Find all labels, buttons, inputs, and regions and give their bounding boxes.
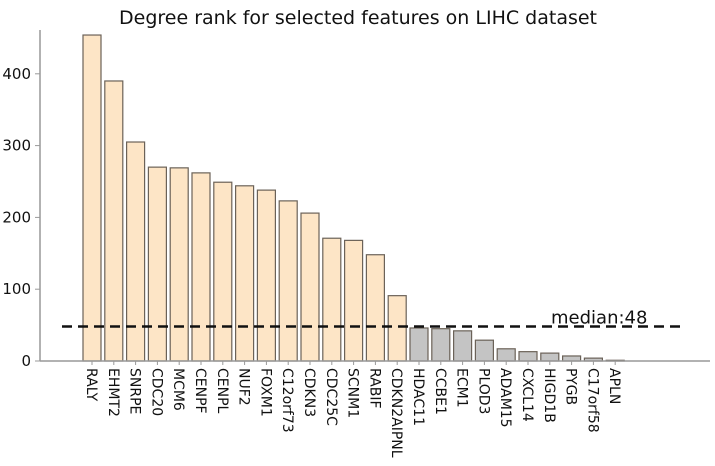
x-tick-label: CENPF xyxy=(192,368,208,414)
bar-HIGD1B xyxy=(540,352,560,362)
bar-CDC20 xyxy=(147,166,167,362)
bar-CDKN2AIPNL xyxy=(387,295,407,362)
bar-HDAC11 xyxy=(409,327,429,362)
x-tick-label: FOXM1 xyxy=(257,368,273,417)
bar-CDC25C xyxy=(322,237,342,362)
bar-RABIF xyxy=(365,254,385,362)
x-tick-label: CDKN3 xyxy=(301,368,317,417)
bar-ECM1 xyxy=(453,330,473,362)
bar-MCM6 xyxy=(169,167,189,362)
x-tick-label: PLOD3 xyxy=(475,368,491,414)
bar-NUF2 xyxy=(235,185,255,362)
x-tick-label: CDC25C xyxy=(323,368,339,426)
x-tick-label: HIGD1B xyxy=(541,368,557,423)
y-tick-label: 100 xyxy=(2,280,31,298)
x-tick-label: MCM6 xyxy=(170,368,186,411)
bar-CENPL xyxy=(213,181,233,362)
x-tick-label: C17orf58 xyxy=(584,368,600,433)
x-tick-label: EHMT2 xyxy=(105,368,121,417)
x-tick-label: C12orf73 xyxy=(279,368,295,433)
bar-CXCL14 xyxy=(518,351,538,362)
bar-FOXM1 xyxy=(256,189,276,362)
x-tick-label: CCBE1 xyxy=(432,368,448,415)
x-tick-label: CDC20 xyxy=(148,368,164,416)
bar-SCNM1 xyxy=(344,239,364,362)
bar-PYGB xyxy=(561,355,582,362)
bar-CCBE1 xyxy=(431,328,451,362)
x-tick-label: RABIF xyxy=(366,368,382,409)
bar-PLOD3 xyxy=(474,339,494,362)
y-tick-label: 300 xyxy=(2,137,31,155)
x-tick-label: APLN xyxy=(606,368,622,404)
x-tick-label: HDAC11 xyxy=(410,368,426,426)
y-tick-label: 0 xyxy=(21,352,31,370)
x-tick-label: NUF2 xyxy=(236,368,252,406)
bar-CENPF xyxy=(191,172,211,362)
x-tick-label: RALY xyxy=(83,368,99,402)
x-tick-label: CDKN2AIPNL xyxy=(388,368,404,458)
x-tick-label: CENPL xyxy=(214,368,230,414)
x-tick-label: PYGB xyxy=(563,368,579,405)
x-tick-label: CXCL14 xyxy=(519,368,535,422)
x-tick-label: SCNM1 xyxy=(345,368,361,418)
bar-RALY xyxy=(82,34,102,362)
bar-EHMT2 xyxy=(104,80,124,362)
chart-title: Degree rank for selected features on LIH… xyxy=(119,7,597,29)
bar-C12orf73 xyxy=(278,200,298,362)
x-tick-label: ADAM15 xyxy=(497,368,513,428)
bar-ADAM15 xyxy=(496,348,516,362)
y-tick-label: 400 xyxy=(2,65,31,83)
x-tick-label: ECM1 xyxy=(454,368,470,408)
x-tick-label: SNRPE xyxy=(127,368,143,414)
median-label: median:48 xyxy=(551,308,647,329)
bar-CDKN3 xyxy=(300,212,320,362)
bar-SNRPE xyxy=(125,141,146,362)
y-tick-label: 200 xyxy=(2,208,31,226)
